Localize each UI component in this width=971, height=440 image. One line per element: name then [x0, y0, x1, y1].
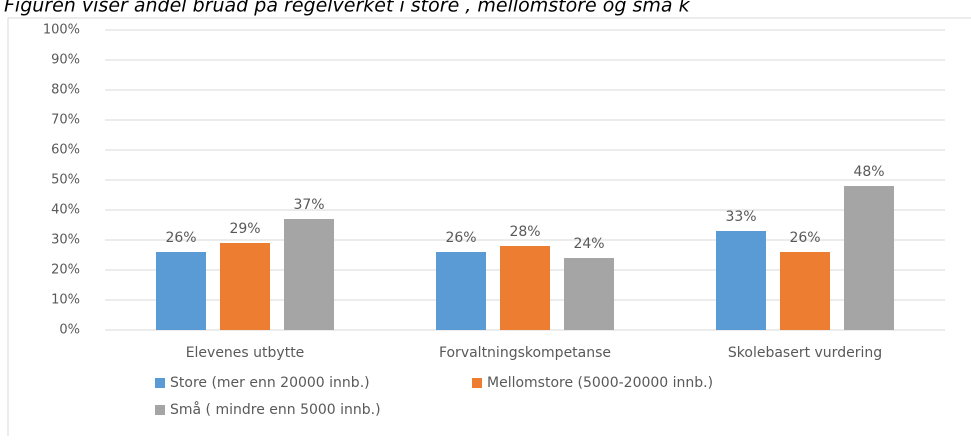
legend-swatch	[472, 378, 482, 388]
y-tick-label: 90%	[51, 53, 80, 68]
legend-swatch	[155, 405, 165, 415]
bar	[220, 243, 270, 330]
data-label: 29%	[229, 221, 260, 237]
y-tick-label: 50%	[51, 173, 80, 188]
bar	[284, 219, 334, 330]
x-tick-label: Skolebasert vurdering	[728, 345, 882, 361]
x-tick-label: Forvaltningskompetanse	[439, 345, 611, 361]
legend-swatch	[155, 378, 165, 388]
bar	[844, 186, 894, 330]
bar	[156, 252, 206, 330]
y-tick-label: 80%	[51, 83, 80, 98]
data-label: 26%	[789, 230, 820, 246]
data-label: 33%	[725, 209, 756, 225]
bar	[500, 246, 550, 330]
y-tick-label: 10%	[51, 293, 80, 308]
bar	[436, 252, 486, 330]
chart-title: Figuren viser andel bruad på regelverket…	[4, 0, 691, 17]
data-label: 26%	[445, 230, 476, 246]
y-tick-label: 20%	[51, 263, 80, 278]
legend-label: Mellomstore (5000-20000 innb.)	[487, 375, 713, 391]
bar	[780, 252, 830, 330]
data-label: 24%	[573, 236, 604, 252]
y-tick-label: 60%	[51, 143, 80, 158]
bar	[564, 258, 614, 330]
chart-frame	[7, 17, 971, 440]
bar	[716, 231, 766, 330]
data-label: 37%	[293, 197, 324, 213]
y-tick-label: 100%	[43, 23, 80, 38]
y-tick-label: 40%	[51, 203, 80, 218]
y-tick-label: 70%	[51, 113, 80, 128]
x-tick-label: Elevenes utbytte	[186, 345, 305, 361]
legend-label: Små ( mindre enn 5000 innb.)	[170, 401, 381, 418]
data-label: 28%	[509, 224, 540, 240]
legend-label: Store (mer enn 20000 innb.)	[170, 375, 370, 391]
y-tick-label: 30%	[51, 233, 80, 248]
y-tick-label: 0%	[59, 323, 80, 338]
data-label: 26%	[165, 230, 196, 246]
data-label: 48%	[853, 164, 884, 180]
